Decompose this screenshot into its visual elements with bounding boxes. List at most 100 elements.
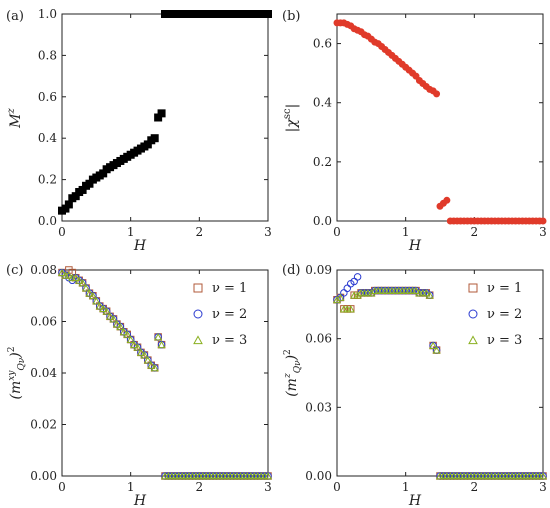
legend-marker [468, 283, 478, 293]
y-tick-label: 0.06 [30, 315, 57, 329]
series-3 [57, 268, 273, 480]
x-tick-label: 0 [58, 225, 66, 239]
data-point [133, 343, 142, 351]
plot-frame [61, 13, 269, 222]
chart-panel-a: (a) 0 1 2 3 0.0 0.2 0.4 0.6 0.8 1.0 H Mz [6, 7, 272, 254]
chart-panel-d: (d) 0 1 2 3 0.00 0.03 0.06 0.09 H (mzQν)2 ν = 1 ν = … [282, 263, 548, 508]
data-point [119, 327, 128, 336]
x-tick-label: 2 [196, 225, 204, 239]
data-point [412, 72, 420, 80]
data-point [432, 346, 441, 354]
data-point [154, 332, 163, 341]
data-point [99, 304, 108, 313]
y-tick-label: 0.03 [305, 400, 332, 414]
y-tick-label: 0.4 [38, 131, 57, 145]
chart-panel-c: (c) 0 1 2 3 0.00 0.02 0.04 0.06 0.08 H (mxyQν)2 ν = … [6, 263, 273, 508]
data-point [126, 335, 135, 343]
panel-label: (b) [282, 9, 300, 24]
plot-frame [336, 13, 544, 222]
data-point [88, 291, 97, 300]
y-tick-label: 0.6 [38, 90, 57, 104]
legend-marker [468, 335, 478, 345]
data-point [105, 312, 115, 320]
x-tick-label: 1 [402, 480, 410, 494]
data-point [150, 363, 159, 372]
data-point [140, 351, 149, 359]
data-point [332, 295, 342, 304]
x-tick-label: 3 [264, 480, 272, 494]
data-point [433, 90, 441, 98]
data-point [346, 304, 355, 313]
data-point [81, 284, 91, 292]
y-tick-label: 0.8 [38, 48, 57, 62]
series-3 [332, 286, 548, 480]
legend-label: ν = 1 [487, 281, 522, 296]
series-1 [58, 10, 272, 215]
plot-frame [336, 269, 544, 477]
data-point [264, 10, 272, 18]
data-point [64, 271, 73, 279]
legend-marker [193, 309, 203, 319]
x-tick-label: 1 [402, 225, 410, 239]
x-axis-title: H [408, 493, 422, 508]
data-point [136, 348, 146, 356]
panel-label: (d) [282, 263, 300, 278]
legend-label: ν = 3 [212, 333, 247, 348]
x-tick-label: 2 [196, 480, 204, 494]
data-point [425, 291, 434, 299]
x-tick-label: 3 [539, 225, 547, 239]
data-point [75, 276, 84, 284]
legend-label: ν = 1 [212, 281, 247, 296]
data-point [429, 341, 438, 349]
legend-marker [193, 283, 203, 293]
data-point [157, 109, 166, 118]
data-point [85, 289, 94, 297]
y-tick-label: 0.6 [313, 37, 332, 51]
legend-marker [193, 335, 203, 345]
data-point [422, 288, 431, 297]
panel-label: (c) [6, 263, 23, 278]
data-point [443, 196, 451, 204]
data-point [143, 356, 152, 364]
y-tick-label: 0.04 [30, 366, 57, 380]
data-point [157, 340, 166, 349]
x-tick-label: 2 [471, 225, 479, 239]
data-point [92, 296, 101, 305]
x-tick-label: 2 [471, 480, 479, 494]
x-tick-label: 1 [127, 480, 135, 494]
data-point [353, 291, 362, 299]
data-point [95, 302, 104, 310]
y-tick-label: 1.0 [38, 7, 57, 21]
x-axis-title: H [133, 238, 147, 254]
y-tick-label: 0.06 [305, 332, 332, 346]
series-2 [58, 268, 272, 480]
y-tick-label: 0.4 [313, 96, 332, 110]
series-1 [333, 19, 547, 225]
data-point [367, 288, 376, 297]
x-tick-label: 0 [58, 480, 66, 494]
data-point [336, 293, 345, 301]
legend-label: ν = 2 [487, 307, 522, 322]
legend-label: ν = 2 [212, 307, 247, 322]
y-tick-label: 0.09 [305, 263, 332, 277]
data-point [57, 268, 67, 276]
data-point [123, 330, 132, 338]
y-tick-label: 0.0 [38, 214, 57, 228]
y-tick-label: 0.02 [30, 418, 57, 432]
y-tick-label: 0.00 [305, 469, 332, 483]
data-point [150, 134, 159, 143]
data-point [538, 472, 548, 480]
y-axis-title: |χsc| [282, 104, 300, 133]
data-point [109, 314, 118, 323]
x-axis-title: H [408, 238, 422, 254]
y-tick-label: 0.0 [313, 214, 332, 228]
x-tick-label: 1 [127, 225, 135, 239]
y-axis-title: (mzQν)2 [283, 349, 303, 397]
x-tick-label: 3 [539, 480, 547, 494]
x-axis-title: H [133, 493, 147, 508]
y-tick-label: 0.00 [30, 469, 57, 483]
data-point [130, 340, 139, 349]
data-point [539, 217, 547, 225]
legend-label: ν = 3 [487, 333, 522, 348]
